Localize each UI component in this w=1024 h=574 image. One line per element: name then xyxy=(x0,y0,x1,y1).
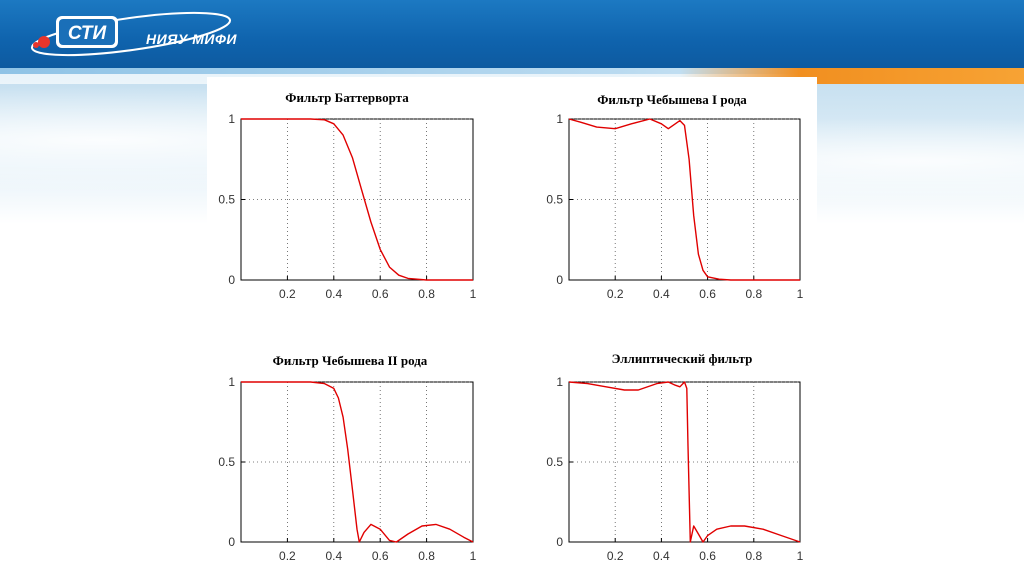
chart-1-x-tick-label: 1 xyxy=(470,287,477,301)
chart-2-x-tick-label: 0.6 xyxy=(699,287,716,301)
chart-2-x-tick-label: 0.4 xyxy=(653,287,670,301)
chart-4-response-line xyxy=(568,381,801,543)
chart-2-x-tick-label: 0.8 xyxy=(745,287,762,301)
chart-3-y-tick-label: 0.5 xyxy=(218,455,235,469)
chart-2-response-line xyxy=(568,118,800,281)
chart-4-title: Эллиптический фильтр xyxy=(612,351,753,366)
chart-3-title: Фильтр Чебышева II рода xyxy=(273,353,428,368)
chart-panel: Фильтр Баттерворта 0.2 0.4 0.6 0.8 1 0 0.5 1 Филь… xyxy=(207,77,817,574)
chart-2-y-tick-label: 1 xyxy=(556,112,563,126)
chart-1-x-tick-label: 0.6 xyxy=(372,287,389,301)
logo-subtitle: НИЯУ МИФИ xyxy=(146,31,237,47)
chart-1-response-line xyxy=(241,118,473,281)
chart-3-y-tick-label: 1 xyxy=(228,375,235,389)
filter-charts: Фильтр Баттерворта 0.2 0.4 0.6 0.8 1 0 0.5 1 Филь… xyxy=(218,90,804,563)
chart-3-x-tick-label: 0.2 xyxy=(279,549,296,563)
logo-graphic: СТИ xyxy=(30,11,232,57)
chart-1-x-tick-label: 0.8 xyxy=(418,287,435,301)
chart-2-y-tick-label: 0 xyxy=(556,273,563,287)
header-bar xyxy=(0,0,1024,68)
chart-2-y-tick-label: 0.5 xyxy=(546,193,563,207)
chart-4-x-tick-label: 0.8 xyxy=(745,549,762,563)
header-stripe-blue xyxy=(0,68,1024,74)
chart-1-y-tick-label: 0 xyxy=(228,273,235,287)
chart-1-y-tick-label: 1 xyxy=(228,112,235,126)
chart-4-y-tick-label: 0 xyxy=(556,535,563,549)
chart-4-y-tick-label: 1 xyxy=(556,375,563,389)
logo: СТИ НИЯУ МИФИ xyxy=(26,4,256,62)
chart-2-title: Фильтр Чебышева I рода xyxy=(597,92,747,107)
chart-4-x-tick-label: 1 xyxy=(797,549,804,563)
chart-3-response-line xyxy=(241,381,474,543)
chart-1-title: Фильтр Баттерворта xyxy=(285,90,409,105)
chart-1-y-tick-label: 0.5 xyxy=(218,193,235,207)
chart-4-x-tick-label: 0.2 xyxy=(607,549,624,563)
chart-2-x-tick-label: 0.2 xyxy=(607,287,624,301)
chart-3-x-tick-label: 0.6 xyxy=(372,549,389,563)
chart-3-y-tick-label: 0 xyxy=(228,535,235,549)
chart-3-x-tick-label: 0.4 xyxy=(325,549,342,563)
chart-1-x-tick-label: 0.2 xyxy=(279,287,296,301)
chart-4-x-tick-label: 0.6 xyxy=(699,549,716,563)
chart-4-x-tick-label: 0.4 xyxy=(653,549,670,563)
chart-1-x-tick-label: 0.4 xyxy=(325,287,342,301)
logo-mark-text: СТИ xyxy=(68,23,107,44)
chart-4-y-tick-label: 0.5 xyxy=(546,455,563,469)
chart-3-x-tick-label: 1 xyxy=(470,549,477,563)
chart-3-x-tick-label: 0.8 xyxy=(418,549,435,563)
chart-2-x-tick-label: 1 xyxy=(797,287,804,301)
